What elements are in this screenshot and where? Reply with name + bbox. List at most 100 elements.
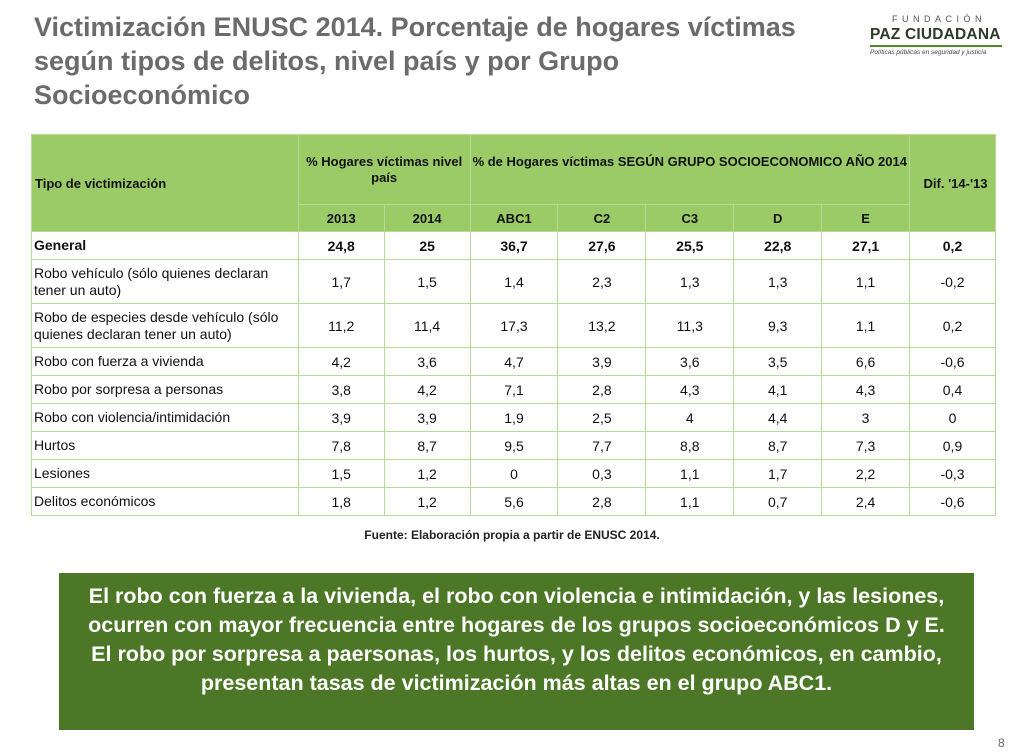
row-value: 1,2 [383, 487, 471, 516]
row-value: 11,2 [297, 303, 385, 348]
row-value: -0,2 [909, 259, 996, 304]
row-value: 27,6 [557, 231, 647, 260]
row-value: 1,1 [821, 259, 911, 304]
row-value: 3,8 [297, 375, 385, 404]
header-group-c3: C3 [645, 204, 735, 232]
table-row: Robo vehículo (sólo quienes declaran ten… [31, 259, 996, 304]
row-value: -0,3 [909, 459, 996, 488]
row-value: 4,4 [733, 403, 823, 432]
row-value: 2,8 [557, 487, 647, 516]
row-value: 1,3 [733, 259, 823, 304]
row-value: 7,1 [469, 375, 559, 404]
header-group-e: E [821, 204, 911, 232]
row-value: 3,6 [645, 347, 735, 376]
row-value: 1,7 [733, 459, 823, 488]
row-value: 4,7 [469, 347, 559, 376]
row-value: 4,2 [297, 347, 385, 376]
row-value: 0,2 [909, 303, 996, 348]
row-value: 1,9 [469, 403, 559, 432]
row-value: 3 [821, 403, 911, 432]
header-year-2013: 2013 [297, 204, 385, 232]
row-label: Robo de especies desde vehículo (sólo qu… [31, 303, 299, 348]
row-label: General [31, 231, 299, 260]
header-group-d: D [733, 204, 823, 232]
fundacion-paz-ciudadana-logo: FUNDACIÓN PAZ CIUDADANA Políticas públic… [870, 14, 1002, 56]
row-value: 7,3 [821, 431, 911, 460]
row-value: 0,2 [909, 231, 996, 260]
header-dif: Dif. '14-'13 [909, 134, 996, 232]
row-value: -0,6 [909, 347, 996, 376]
source-note: Fuente: Elaboración propia a partir de E… [364, 528, 660, 542]
row-label: Robo por sorpresa a personas [31, 375, 299, 404]
row-value: 8,7 [383, 431, 471, 460]
victimization-table: Tipo de victimización % Hogares víctimas… [31, 134, 996, 516]
row-value: 13,2 [557, 303, 647, 348]
row-value: 1,5 [297, 459, 385, 488]
row-value: 1,1 [645, 459, 735, 488]
row-value: -0,6 [909, 487, 996, 516]
row-value: 1,3 [645, 259, 735, 304]
page-number: 8 [998, 736, 1005, 750]
logo-underline [870, 45, 1002, 47]
row-value: 36,7 [469, 231, 559, 260]
row-value: 0,7 [733, 487, 823, 516]
table-row: Robo por sorpresa a personas 3,8 4,2 7,1 2,8… [31, 375, 996, 404]
row-value: 4,1 [733, 375, 823, 404]
row-value: 4 [645, 403, 735, 432]
row-label: Lesiones [31, 459, 299, 488]
row-value: 25 [383, 231, 471, 260]
table-row: Robo con violencia/intimidación 3,9 3,9 1,9… [31, 403, 996, 432]
row-value: 8,8 [645, 431, 735, 460]
row-value: 9,3 [733, 303, 823, 348]
row-value: 2,4 [821, 487, 911, 516]
row-value: 4,3 [645, 375, 735, 404]
row-value: 4,3 [821, 375, 911, 404]
table-row: Robo de especies desde vehículo (sólo qu… [31, 303, 996, 348]
row-value: 22,8 [733, 231, 823, 260]
header-group-c2: C2 [557, 204, 647, 232]
row-value: 1,1 [645, 487, 735, 516]
table-row: Lesiones 1,5 1,2 0 0,3 1,1 1,7 2,2 -0,3 [31, 459, 996, 488]
row-value: 11,3 [645, 303, 735, 348]
row-value: 2,3 [557, 259, 647, 304]
row-value: 6,6 [821, 347, 911, 376]
logo-subtitle: Políticas públicas en seguridad y justic… [870, 49, 987, 56]
row-value: 0 [469, 459, 559, 488]
row-value: 2,2 [821, 459, 911, 488]
row-value: 0,9 [909, 431, 996, 460]
logo-main-text: PAZ CIUDADANA [870, 26, 1001, 43]
row-value: 0,3 [557, 459, 647, 488]
page-title: Victimización ENUSC 2014. Porcentaje de … [34, 12, 796, 110]
row-label: Delitos económicos [31, 487, 299, 516]
row-value: 5,6 [469, 487, 559, 516]
row-value: 3,9 [297, 403, 385, 432]
row-value: 0 [909, 403, 996, 432]
row-value: 11,4 [383, 303, 471, 348]
row-label: Robo con fuerza a vivienda [31, 347, 299, 376]
row-value: 9,5 [469, 431, 559, 460]
row-value: 1,4 [469, 259, 559, 304]
row-value: 1,7 [297, 259, 385, 304]
row-value: 1,2 [383, 459, 471, 488]
summary-callout: El robo con fuerza a la vivienda, el rob… [59, 573, 974, 730]
header-grupo-socioeconomico: % de Hogares víctimas SEGÚN GRUPO SOCIOE… [469, 134, 911, 205]
row-value: 3,5 [733, 347, 823, 376]
row-value: 17,3 [469, 303, 559, 348]
table-row: General 24,8 25 36,7 27,6 25,5 22,8 27,1 0,2 [31, 231, 996, 260]
table-row: Robo con fuerza a vivienda 4,2 3,6 4,7 3,9 3,… [31, 347, 996, 376]
logo-top-text: FUNDACIÓN [892, 14, 986, 24]
row-value: 3,9 [557, 347, 647, 376]
row-value: 4,2 [383, 375, 471, 404]
table-row: Delitos económicos 1,8 1,2 5,6 2,8 1,1 0,7 2,4-… [31, 487, 996, 516]
row-value: 0,4 [909, 375, 996, 404]
row-value: 27,1 [821, 231, 911, 260]
row-value: 1,5 [383, 259, 471, 304]
table-body: General 24,8 25 36,7 27,6 25,5 22,8 27,1 0,2 Robo… [31, 231, 996, 516]
row-value: 7,7 [557, 431, 647, 460]
row-value: 3,9 [383, 403, 471, 432]
row-value: 8,7 [733, 431, 823, 460]
row-value: 2,5 [557, 403, 647, 432]
row-label: Robo con violencia/intimidación [31, 403, 299, 432]
row-label: Robo vehículo (sólo quienes declaran ten… [31, 259, 299, 304]
row-value: 24,8 [297, 231, 385, 260]
